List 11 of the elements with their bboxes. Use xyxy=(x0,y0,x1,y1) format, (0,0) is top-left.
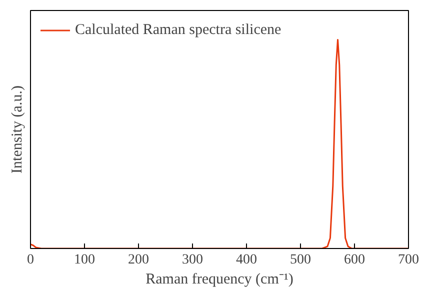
x-tick-label: 300 xyxy=(182,252,203,268)
x-tick-label: 600 xyxy=(344,252,365,268)
x-tick-label: 400 xyxy=(236,252,257,268)
x-tick-label: 700 xyxy=(398,252,419,268)
y-axis-title: Intensity (a.u.) xyxy=(10,86,26,174)
legend-label: Calculated Raman spectra silicene xyxy=(75,22,282,38)
x-tick-label: 500 xyxy=(290,252,311,268)
x-tick-label: 0 xyxy=(27,252,34,268)
x-tick-label: 100 xyxy=(74,252,95,268)
x-tick-label: 200 xyxy=(128,252,149,268)
x-axis-title: Raman frequency (cm⁻¹) xyxy=(146,272,294,288)
